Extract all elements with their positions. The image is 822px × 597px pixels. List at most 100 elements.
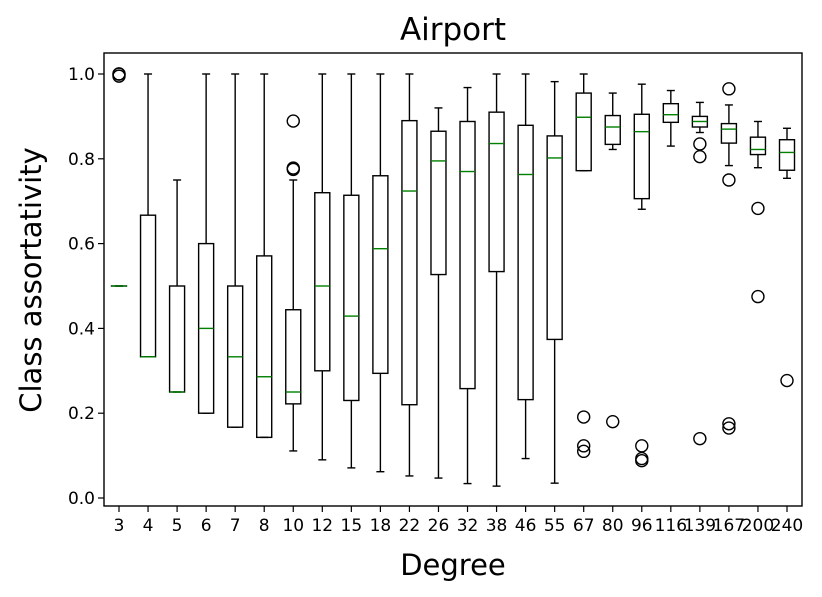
outlier-point <box>635 453 649 468</box>
box-iqr <box>517 124 534 401</box>
box-iqr <box>430 130 447 276</box>
box-iqr <box>633 113 650 200</box>
box-group <box>575 73 592 459</box>
outlier-point <box>693 431 707 446</box>
outlier-point <box>286 114 300 128</box>
x-tick-label: 26 <box>428 516 450 536</box>
x-tick-label: 18 <box>370 516 392 536</box>
outlier-point <box>722 82 736 96</box>
y-axis: 0.0 0.2 0.4 0.6 0.8 1.0 <box>68 65 104 509</box>
box-group <box>720 82 738 435</box>
x-tick-label: 55 <box>544 516 566 536</box>
box-iqr <box>168 285 186 393</box>
outlier-point <box>693 149 707 164</box>
box-iqr <box>401 119 418 406</box>
box-group <box>401 73 418 477</box>
box-group <box>604 92 621 429</box>
x-tick-label: 22 <box>399 516 421 536</box>
x-tick-label: 139 <box>684 516 716 536</box>
outlier-point <box>722 421 736 435</box>
box-iqr <box>720 122 738 144</box>
x-tick-label: 200 <box>742 516 774 536</box>
plot-area <box>110 67 796 487</box>
outlier-point <box>576 410 591 424</box>
box-group <box>459 86 476 485</box>
x-tick-label: 10 <box>282 516 304 536</box>
box-group <box>517 73 534 460</box>
outlier-point <box>722 173 736 187</box>
box-group <box>343 73 360 469</box>
x-tick-label: 15 <box>341 516 363 536</box>
box-group <box>488 73 505 487</box>
box-group <box>139 73 157 358</box>
box-group <box>314 73 331 461</box>
x-tick-label: 8 <box>259 516 270 536</box>
box-group <box>285 114 302 452</box>
box-group <box>749 120 767 304</box>
x-tick-label: 80 <box>602 516 624 536</box>
y-tick-label: 0.2 <box>68 404 95 424</box>
x-tick-label: 7 <box>230 516 241 536</box>
box-iqr <box>604 114 621 146</box>
x-tick-label: 3 <box>114 516 125 536</box>
box-group <box>691 101 709 446</box>
box-iqr <box>778 139 796 171</box>
outlier-point <box>722 417 736 431</box>
x-tick-label: 67 <box>573 516 595 536</box>
box-iqr <box>749 136 767 156</box>
box-iqr <box>488 111 505 273</box>
box-group <box>168 179 186 393</box>
chart-title: Airport <box>400 12 506 48</box>
x-tick-label: 4 <box>143 516 154 536</box>
box-iqr <box>139 214 157 358</box>
outlier-point <box>751 201 765 216</box>
y-tick-label: 0.6 <box>68 235 95 255</box>
box-group <box>226 73 244 428</box>
x-tick-label: 96 <box>631 516 653 536</box>
outlier-point <box>286 162 300 177</box>
box-iqr <box>256 255 273 439</box>
y-tick-label: 0.4 <box>68 319 95 339</box>
outlier-point <box>576 444 591 459</box>
plot-frame <box>103 52 803 507</box>
outlier-point <box>112 69 126 83</box>
x-tick-label: 5 <box>172 516 183 536</box>
box-iqr <box>314 192 331 372</box>
x-tick-label: 116 <box>655 516 687 536</box>
box-group <box>197 73 215 414</box>
x-tick-label: 6 <box>201 516 212 536</box>
outlier-point <box>576 439 591 453</box>
x-tick-label: 167 <box>713 516 745 536</box>
x-tick-label: 46 <box>515 516 537 536</box>
x-axis: 3 4 5 6 7 8 10 12 15 18 22 26 32 38 46 55 67 80 96 11613916… <box>114 506 803 536</box>
outlier-point <box>693 137 707 151</box>
outlier-point <box>635 439 649 453</box>
x-tick-label: 38 <box>486 516 508 536</box>
outlier-point <box>606 414 620 429</box>
outlier-point <box>780 373 794 388</box>
box-group <box>778 127 796 388</box>
box-iqr <box>343 194 360 402</box>
box-iqr <box>459 120 476 390</box>
box-iqr <box>546 135 563 341</box>
x-tick-label: 32 <box>457 516 479 536</box>
box-group <box>256 73 273 439</box>
box-group <box>633 83 650 468</box>
box-group <box>110 67 128 287</box>
box-group <box>430 107 447 479</box>
x-tick-label: 12 <box>311 516 333 536</box>
box-iqr <box>575 92 592 172</box>
x-axis-label: Degree <box>400 548 506 582</box>
y-axis-label: Class assortativity <box>14 147 48 413</box>
box-group <box>546 80 563 484</box>
box-group <box>372 73 389 473</box>
box-iqr <box>372 175 389 375</box>
box-group <box>662 89 680 147</box>
y-tick-label: 0.0 <box>68 489 95 509</box>
y-tick-label: 0.8 <box>68 150 95 170</box>
box-iqr <box>662 102 680 124</box>
x-tick-label: 240 <box>771 516 803 536</box>
outlier-point <box>751 289 765 304</box>
box-iqr <box>285 309 302 405</box>
